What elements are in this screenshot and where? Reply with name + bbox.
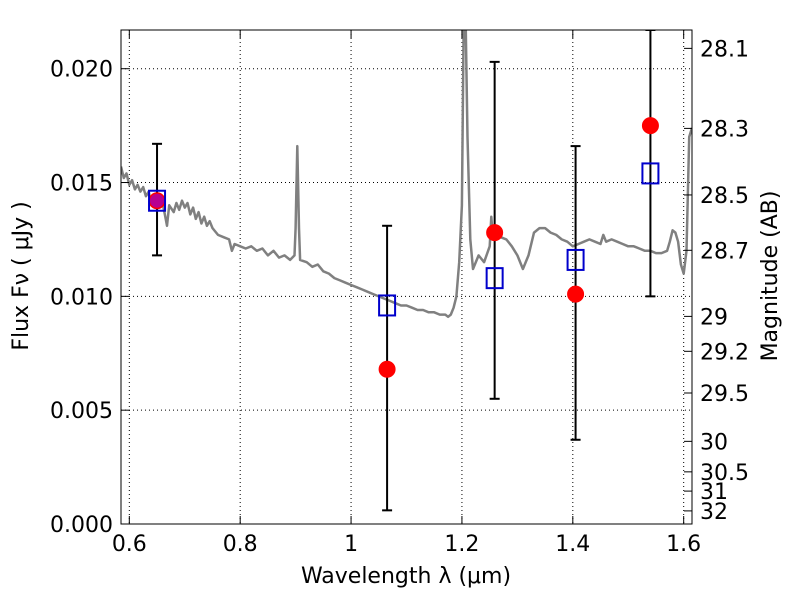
x-tick-label: 1.6: [666, 532, 701, 557]
model-point: [485, 267, 504, 290]
y-tick-label: 0.000: [50, 513, 113, 538]
x-tick-label: 0.6: [112, 532, 147, 557]
mag-tick-label: 28.3: [700, 117, 749, 142]
series-group: [121, 30, 692, 512]
y-tick-label: 0.020: [50, 58, 113, 83]
mag-tick-label: 30.5: [700, 461, 749, 486]
mag-tick-label: 31: [700, 480, 728, 505]
x-tick-label: 1: [344, 532, 358, 557]
grid: [121, 30, 692, 525]
y2-axis-label: Magnitude (AB): [758, 191, 783, 362]
mag-tick-label: 29.5: [700, 382, 749, 407]
model-spectrum-line: [121, 30, 692, 319]
overlap-point: [150, 193, 165, 208]
axes-frame: [120, 29, 693, 525]
model-point: [566, 248, 585, 271]
x-tick-label: 1.2: [444, 532, 479, 557]
observed-point: [567, 285, 585, 303]
x-tick-label: 0.8: [223, 532, 258, 557]
ticks: 0.6 0.8 1 1.2 1.4 1.6 0.000 0.005 0.010 0.015 0.02…: [50, 30, 749, 557]
model-point: [148, 189, 167, 212]
x-tick-label: 1.4: [555, 532, 590, 557]
model-point: [641, 162, 660, 185]
mag-tick-label: 28.7: [700, 239, 749, 264]
x-axis-label: Wavelength λ (μm): [301, 564, 511, 589]
mag-tick-label: 29: [700, 305, 728, 330]
mag-tick-label: 28.1: [700, 37, 749, 62]
y-tick-label: 0.015: [50, 172, 113, 197]
y-tick-label: 0.010: [50, 285, 113, 310]
mag-tick-label: 30: [700, 430, 728, 455]
observed-point: [641, 117, 659, 135]
y-tick-label: 0.005: [50, 399, 113, 424]
model-point: [378, 294, 397, 317]
mag-tick-label: 32: [700, 500, 728, 525]
mag-tick-label: 28.5: [700, 184, 749, 209]
mag-tick-label: 29.2: [700, 340, 749, 365]
observed-point: [378, 360, 396, 378]
plot-area: [121, 30, 692, 512]
y-axis-label: Flux Fν ( μJy ): [9, 201, 34, 350]
observed-point: [486, 224, 504, 242]
